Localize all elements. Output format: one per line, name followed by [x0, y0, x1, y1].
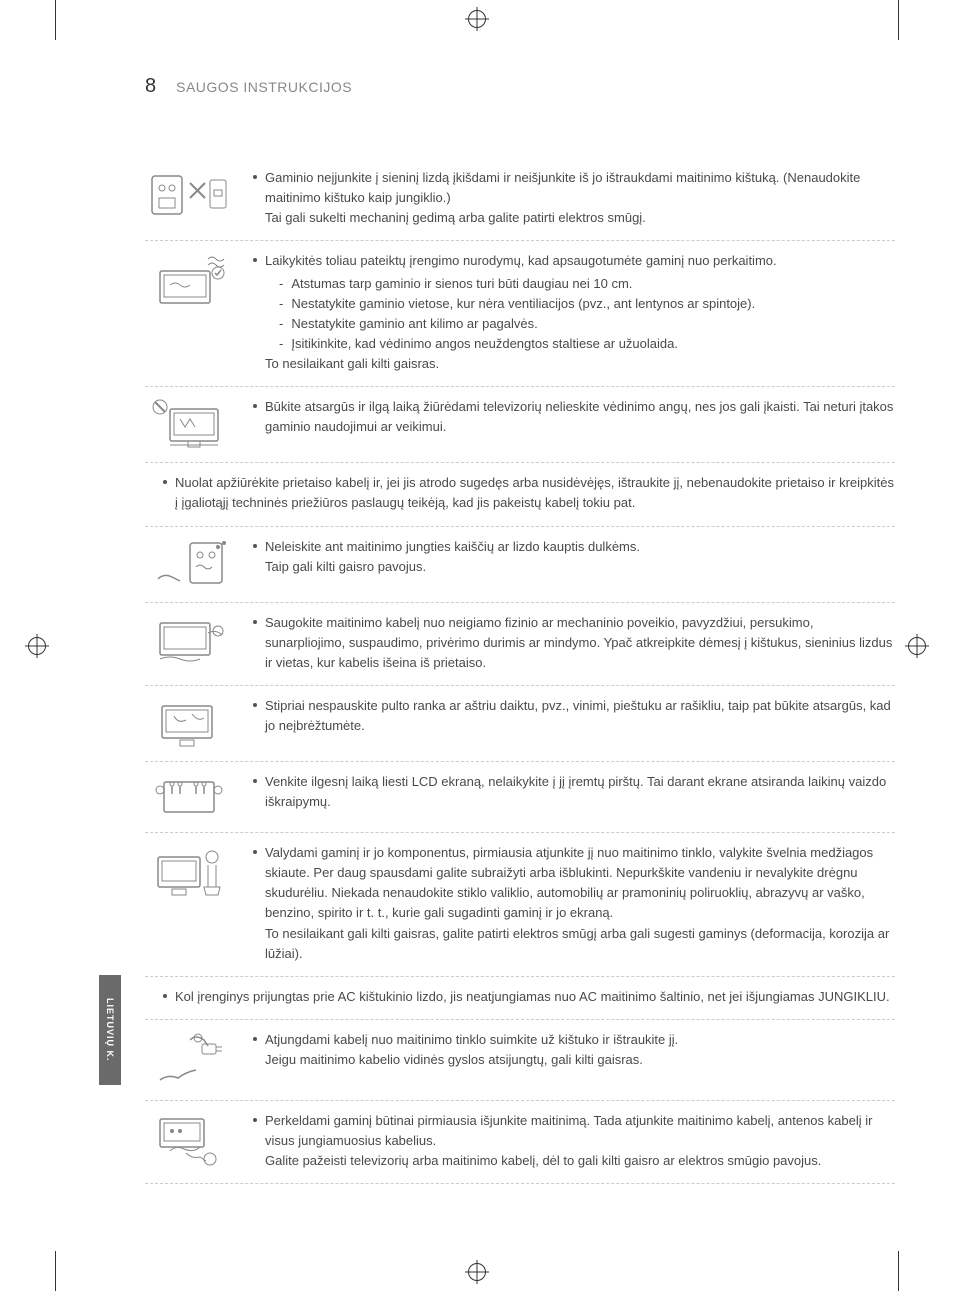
page-number: 8: [145, 75, 156, 98]
instruction-row: Atjungdami kabelį nuo maitinimo tinklo s…: [145, 1020, 895, 1101]
instruction-text: Saugokite maitinimo kabelį nuo neigiamo …: [253, 613, 895, 675]
text: Perkeldami gaminį būtinai pirmiausia išj…: [265, 1113, 872, 1148]
language-tab: LIETUVIŲ K.: [99, 975, 121, 1085]
section-title: SAUGOS INSTRUKCIJOS: [176, 79, 352, 95]
sub-text: Nestatykite gaminio ant kilimo ar pagalv…: [291, 314, 537, 334]
sub-text: Atstumas tarp gaminio ir sienos turi būt…: [291, 274, 632, 294]
text: Būkite atsargūs ir ilgą laiką žiūrėdami …: [265, 399, 893, 434]
instruction-text: Perkeldami gaminį būtinai pirmiausia išj…: [253, 1111, 895, 1173]
registration-mark: [468, 1263, 486, 1281]
text: Kol įrenginys prijungtas prie AC kištuki…: [175, 989, 890, 1004]
crop-mark: [898, 0, 899, 40]
registration-mark: [908, 637, 926, 655]
instruction-text: Valydami gaminį ir jo komponentus, pirmi…: [253, 843, 895, 966]
note: Tai gali sukelti mechaninį gedimą arba g…: [265, 210, 646, 225]
sub-text: Įsitikinkite, kad vėdinimo angos neužden…: [291, 334, 678, 354]
text: Valydami gaminį ir jo komponentus, pirmi…: [265, 845, 873, 920]
page-content: 8 SAUGOS INSTRUKCIJOS Gaminio neįjunkite…: [145, 75, 895, 1184]
note: To nesilaikant gali kilti gaisras.: [265, 356, 439, 371]
instruction-text: Venkite ilgesnį laiką liesti LCD ekraną,…: [253, 772, 895, 822]
sub-text: Nestatykite gaminio vietose, kur nėra ve…: [291, 294, 755, 314]
text: Atjungdami kabelį nuo maitinimo tinklo s…: [265, 1032, 678, 1047]
text: Neleiskite ant maitinimo jungties kaišči…: [265, 539, 640, 554]
registration-mark: [28, 637, 46, 655]
text: Gaminio neįjunkite į sieninį lizdą įkišd…: [265, 170, 860, 205]
instruction-row: Valydami gaminį ir jo komponentus, pirmi…: [145, 833, 895, 977]
touch-lcd-icon: [145, 772, 235, 822]
instruction-text: Laikykitės toliau pateiktų įrengimo nuro…: [253, 251, 895, 376]
instruction-row: Laikykitės toliau pateiktų įrengimo nuro…: [145, 241, 895, 387]
instruction-row: Perkeldami gaminį būtinai pirmiausia išj…: [145, 1101, 895, 1184]
instruction-row: Saugokite maitinimo kabelį nuo neigiamo …: [145, 603, 895, 686]
instruction-text: Gaminio neįjunkite į sieninį lizdą įkišd…: [253, 168, 895, 230]
press-screen-icon: [145, 696, 235, 751]
moving-tv-icon: [145, 1111, 235, 1173]
instruction-text: Atjungdami kabelį nuo maitinimo tinklo s…: [253, 1030, 895, 1090]
crop-mark: [55, 0, 56, 40]
hot-vent-icon: [145, 397, 235, 452]
note: To nesilaikant gali kilti gaisras, galit…: [265, 926, 889, 961]
note: Galite pažeisti televizorių arba maitini…: [265, 1153, 821, 1168]
cable-damage-icon: [145, 613, 235, 675]
instruction-row: Neleiskite ant maitinimo jungties kaišči…: [145, 527, 895, 603]
instruction-row-full: Nuolat apžiūrėkite prietaiso kabelį ir, …: [145, 463, 895, 526]
instruction-text: Stipriai nespauskite pulto ranka ar aštr…: [253, 696, 895, 751]
instruction-row: Venkite ilgesnį laiką liesti LCD ekraną,…: [145, 762, 895, 833]
cleaning-icon: [145, 843, 235, 966]
instruction-text: Būkite atsargūs ir ilgą laiką žiūrėdami …: [253, 397, 895, 452]
crop-mark: [898, 1251, 899, 1291]
note: Taip gali kilti gaisro pavojus.: [265, 559, 426, 574]
crop-mark: [55, 1251, 56, 1291]
text: Saugokite maitinimo kabelį nuo neigiamo …: [265, 615, 892, 670]
instruction-text: Neleiskite ant maitinimo jungties kaišči…: [253, 537, 895, 592]
note: Jeigu maitinimo kabelio vidinės gyslos a…: [265, 1052, 643, 1067]
plug-switch-icon: [145, 168, 235, 230]
ventilation-icon: [145, 251, 235, 376]
unplug-icon: [145, 1030, 235, 1090]
instruction-row: Gaminio neįjunkite į sieninį lizdą įkišd…: [145, 158, 895, 241]
text: Stipriai nespauskite pulto ranka ar aštr…: [265, 698, 891, 733]
text: Nuolat apžiūrėkite prietaiso kabelį ir, …: [175, 475, 894, 510]
instruction-row-full: Kol įrenginys prijungtas prie AC kištuki…: [145, 977, 895, 1020]
instruction-row: Stipriai nespauskite pulto ranka ar aštr…: [145, 686, 895, 762]
text: Laikykitės toliau pateiktų įrengimo nuro…: [265, 253, 777, 268]
instruction-row: Būkite atsargūs ir ilgą laiką žiūrėdami …: [145, 387, 895, 463]
text: Venkite ilgesnį laiką liesti LCD ekraną,…: [265, 774, 886, 809]
dust-plug-icon: [145, 537, 235, 592]
page-header: 8 SAUGOS INSTRUKCIJOS: [145, 75, 895, 98]
registration-mark: [468, 10, 486, 28]
